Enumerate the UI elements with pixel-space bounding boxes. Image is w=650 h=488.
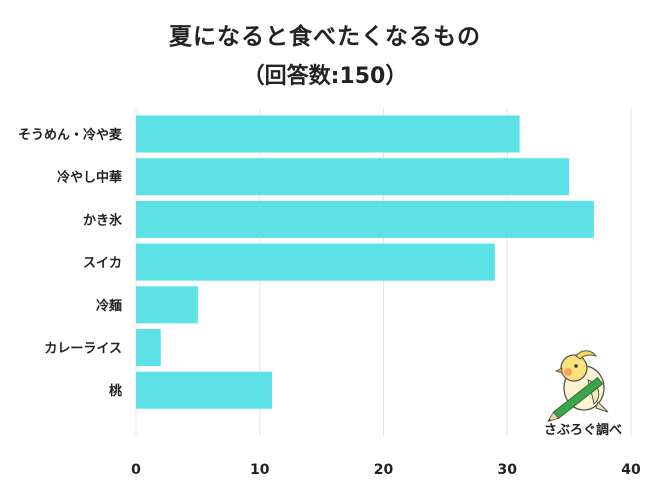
- bar: [136, 115, 520, 153]
- category-label: 冷麺: [96, 298, 122, 314]
- chart-subtitle: （回答数:150）: [242, 64, 408, 89]
- bird-with-pencil-icon: [547, 350, 609, 423]
- watermark-text: さぶろぐ調べ: [543, 423, 622, 438]
- category-label: かき氷: [83, 212, 123, 228]
- category-label: 冷やし中華: [57, 170, 122, 186]
- category-label: 桃: [109, 383, 122, 399]
- category-label: スイカ: [83, 256, 122, 271]
- x-tick-label: 0: [131, 462, 141, 478]
- bars: [136, 115, 594, 409]
- bar: [136, 158, 570, 196]
- chart-title: 夏になると食べたくなるもの: [169, 24, 481, 50]
- bar: [136, 329, 161, 366]
- bar: [136, 200, 594, 238]
- x-tick-label: 30: [498, 462, 518, 478]
- category-label: カレーライス: [44, 342, 122, 357]
- x-tick-label: 10: [250, 462, 270, 478]
- bar: [136, 371, 273, 409]
- category-label: そうめん・冷や麦: [18, 127, 123, 143]
- x-tick-label: 20: [374, 462, 394, 478]
- bar: [136, 243, 495, 281]
- x-axis-ticks: 0 10 20 30 40: [131, 462, 641, 478]
- bar: [136, 286, 198, 324]
- x-tick-label: 40: [621, 462, 641, 478]
